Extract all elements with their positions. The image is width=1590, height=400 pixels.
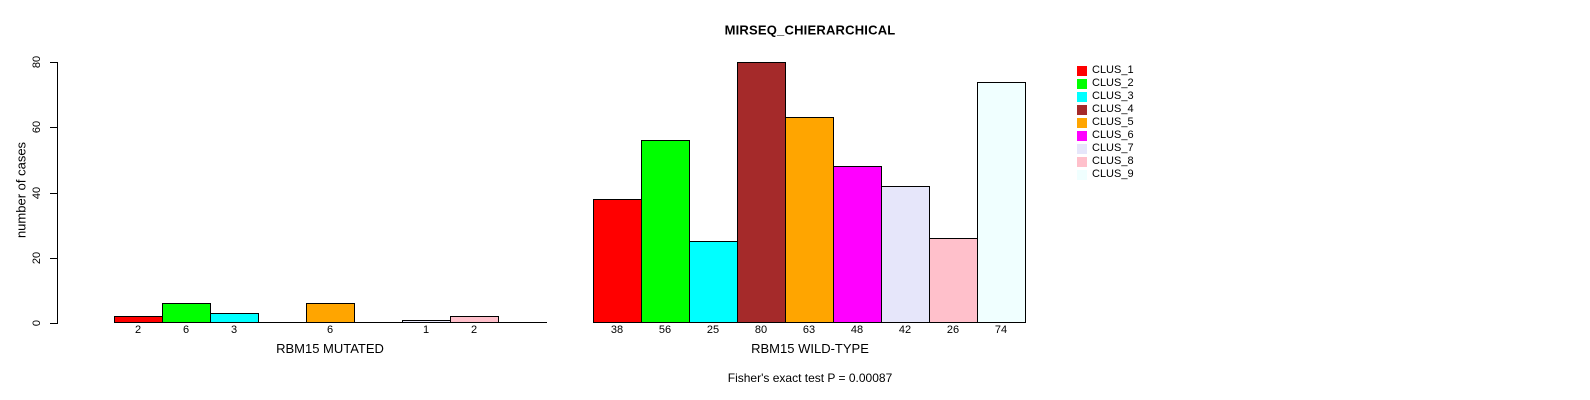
fisher-test-annotation: Fisher's exact test P = 0.00087 <box>727 371 893 385</box>
bar-value-label: 26 <box>946 324 960 336</box>
y-tick <box>50 193 57 194</box>
bar-value-label: 2 <box>470 324 478 336</box>
bar-value-label: 63 <box>802 324 816 336</box>
bar-clus-3 <box>210 313 259 323</box>
legend-item: CLUS_5 <box>1077 116 1134 129</box>
bar-value-label: 48 <box>850 324 864 336</box>
y-tick-label: 60 <box>31 120 43 134</box>
y-tick-label: 40 <box>31 186 43 200</box>
y-tick-label: 80 <box>31 55 43 69</box>
bar-clus-8 <box>450 316 499 323</box>
legend-swatch-clus-9 <box>1077 169 1087 180</box>
bar-clus-2 <box>641 140 690 323</box>
legend-swatch-clus-2 <box>1077 78 1087 89</box>
bar-clus-7 <box>402 320 451 323</box>
bar-clus-5 <box>306 303 355 323</box>
legend-label: CLUS_7 <box>1092 142 1134 154</box>
legend-swatch-clus-8 <box>1077 156 1087 167</box>
bar-value-label: 38 <box>610 324 624 336</box>
bar-value-label: 56 <box>658 324 672 336</box>
legend-label: CLUS_9 <box>1092 168 1134 180</box>
y-axis-line <box>57 62 58 324</box>
bar-clus-3 <box>689 241 738 323</box>
legend-item: CLUS_2 <box>1077 77 1134 90</box>
bar-value-label: 6 <box>326 324 334 336</box>
legend-swatch-clus-4 <box>1077 104 1087 115</box>
bar-clus-1 <box>114 316 163 323</box>
legend-item: CLUS_1 <box>1077 64 1134 77</box>
bar-value-label: 2 <box>134 324 142 336</box>
legend-swatch-clus-3 <box>1077 91 1087 102</box>
y-tick-label: 0 <box>31 319 43 327</box>
legend-swatch-clus-1 <box>1077 65 1087 76</box>
legend-item: CLUS_9 <box>1077 168 1134 181</box>
legend-item: CLUS_7 <box>1077 142 1134 155</box>
bar-value-label: 80 <box>754 324 768 336</box>
legend-label: CLUS_4 <box>1092 103 1134 115</box>
legend-item: CLUS_3 <box>1077 90 1134 103</box>
x-axis-label-mutated: RBM15 MUTATED <box>276 341 384 356</box>
y-tick <box>50 62 57 63</box>
legend-label: CLUS_8 <box>1092 155 1134 167</box>
y-tick <box>50 127 57 128</box>
y-axis-label: number of cases <box>13 141 29 239</box>
legend-swatch-clus-6 <box>1077 130 1087 141</box>
legend-swatch-clus-7 <box>1077 143 1087 154</box>
legend-label: CLUS_2 <box>1092 77 1134 89</box>
legend-item: CLUS_4 <box>1077 103 1134 116</box>
bar-value-label: 6 <box>182 324 190 336</box>
legend-swatch-clus-5 <box>1077 117 1087 128</box>
bar-clus-6 <box>833 166 882 323</box>
legend-label: CLUS_6 <box>1092 129 1134 141</box>
bar-value-label: 1 <box>422 324 430 336</box>
bar-clus-4 <box>737 62 786 323</box>
bar-value-label: 42 <box>898 324 912 336</box>
bar-clus-9 <box>977 82 1026 323</box>
bar-clus-2 <box>162 303 211 323</box>
bar-clus-7 <box>881 186 930 323</box>
legend-item: CLUS_6 <box>1077 129 1134 142</box>
y-tick-label: 20 <box>31 251 43 265</box>
legend-label: CLUS_3 <box>1092 90 1134 102</box>
bar-value-label: 74 <box>994 324 1008 336</box>
legend-label: CLUS_5 <box>1092 116 1134 128</box>
legend-label: CLUS_1 <box>1092 64 1134 76</box>
y-tick <box>50 323 57 324</box>
legend-item: CLUS_8 <box>1077 155 1134 168</box>
bar-clus-8 <box>929 238 978 323</box>
y-tick <box>50 258 57 259</box>
chart-title: MIRSEQ_CHIERARCHICAL <box>724 22 896 38</box>
bar-value-label: 3 <box>230 324 238 336</box>
bar-clus-1 <box>593 199 642 323</box>
x-axis-label-wildtype: RBM15 WILD-TYPE <box>751 341 869 356</box>
bar-value-label: 25 <box>706 324 720 336</box>
bar-clus-5 <box>785 117 834 323</box>
